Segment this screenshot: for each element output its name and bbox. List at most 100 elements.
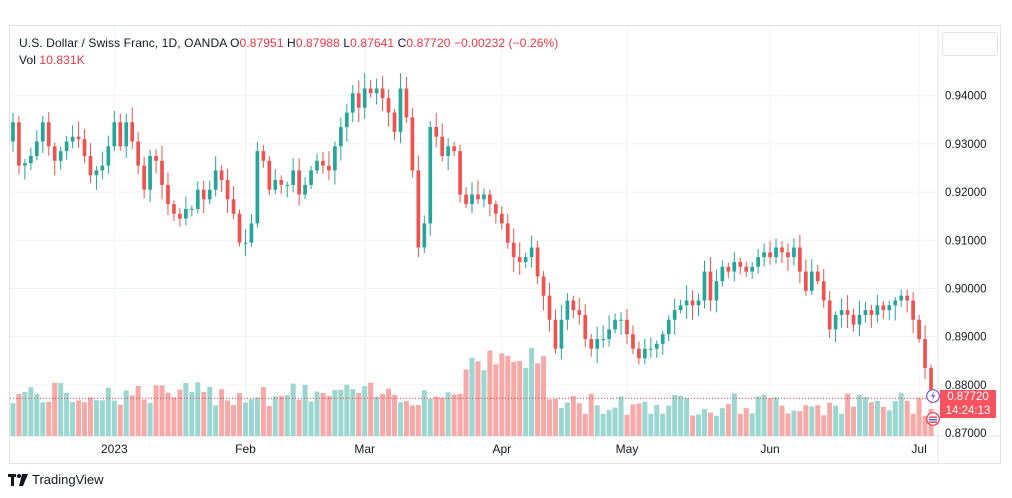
candle-body: [815, 271, 820, 282]
candle-body: [362, 88, 367, 108]
volume-bar: [445, 392, 451, 436]
candle-body: [178, 213, 182, 219]
candle-body: [511, 242, 516, 258]
volume-bar: [797, 411, 803, 436]
time-tick-label: 2023: [101, 442, 128, 456]
candle-body: [124, 122, 129, 147]
candle-body: [857, 314, 862, 325]
volume-bar: [201, 391, 207, 436]
candle-body: [881, 305, 886, 311]
candle-body: [565, 300, 570, 320]
volume-bar: [773, 397, 779, 436]
candle-body: [571, 300, 576, 311]
alert-icon[interactable]: [926, 389, 940, 403]
candle-body: [201, 189, 206, 200]
candle-body: [166, 184, 170, 205]
symbol-title[interactable]: U.S. Dollar / Swiss Franc, 1D, OANDA: [19, 36, 227, 50]
close-value: 0.87720: [406, 36, 451, 50]
volume-bar: [541, 356, 547, 436]
candle-body: [297, 170, 301, 195]
volume-bar: [237, 393, 243, 436]
brand-name[interactable]: TradingView: [32, 472, 104, 487]
open-value: 0.87951: [239, 36, 284, 50]
candle-body: [130, 122, 135, 142]
candle-body: [446, 146, 451, 156]
volume-bar: [421, 390, 427, 436]
volume-bar: [439, 397, 445, 436]
candle-body: [643, 348, 647, 359]
volume-bar: [606, 410, 612, 436]
volume-bar: [684, 397, 690, 436]
volume-bar: [165, 392, 171, 436]
volume-bar: [314, 391, 320, 436]
candle-body: [88, 155, 93, 176]
volume-bar: [10, 403, 16, 436]
tradingview-logo-icon[interactable]: [8, 473, 28, 486]
candle-body: [869, 310, 874, 315]
price-tick-label: 0.93000: [945, 139, 987, 151]
volume-bar: [82, 402, 88, 436]
volume-bar: [833, 405, 839, 436]
time-axis[interactable]: 2023 Feb Mar Apr May Jun Jul: [101, 442, 927, 456]
low-key: L: [343, 36, 351, 50]
volume-bar: [356, 392, 362, 436]
price-tick-label: 0.92000: [945, 187, 987, 199]
volume-bar: [22, 391, 28, 436]
footer: TradingView: [8, 472, 104, 487]
low-value: 0.87641: [350, 36, 395, 50]
volume-bar: [845, 393, 851, 436]
candle-body: [529, 247, 534, 258]
candle-body: [923, 339, 927, 368]
volume-bar: [803, 405, 809, 436]
candle-body: [929, 367, 933, 399]
candle-body: [470, 194, 474, 205]
price-scale-settings[interactable]: [942, 32, 998, 56]
volume-bar: [58, 383, 64, 436]
volume-bar: [600, 413, 606, 436]
candle-body: [917, 319, 921, 340]
candle-body: [666, 319, 671, 335]
candle-body: [350, 93, 355, 113]
volume-bar: [213, 405, 219, 436]
candle-body: [553, 319, 558, 349]
last-price-tag: 0.87720: [940, 390, 996, 404]
price-axis[interactable]: 0.94000 0.93000 0.92000 0.91000 0.90000 0.890…: [945, 91, 987, 440]
volume-bar: [475, 361, 481, 436]
candle-body: [23, 163, 27, 166]
flag-icon[interactable]: [926, 412, 940, 426]
volume-bar: [880, 406, 886, 436]
candle-body: [255, 151, 260, 224]
volume-bar: [588, 393, 594, 436]
price-tick-label: 0.89000: [945, 332, 987, 344]
candle-body: [410, 117, 415, 171]
candle-body: [368, 88, 373, 94]
volume-bar: [87, 397, 93, 436]
volume-bar: [892, 401, 898, 436]
volume-bar: [409, 405, 415, 436]
price-tick-label: 0.90000: [945, 283, 987, 295]
candle-body: [17, 122, 21, 166]
chart-legend: U.S. Dollar / Swiss Franc, 1D, OANDA O0.…: [19, 35, 558, 69]
volume-bar: [785, 413, 791, 436]
volume-bar: [874, 400, 880, 436]
candle-body: [398, 88, 403, 132]
volume-bar: [52, 382, 58, 436]
volume-bar: [499, 353, 505, 436]
candle-body: [333, 146, 337, 171]
volume-bar: [636, 403, 642, 436]
candle-body: [625, 319, 629, 335]
candle-body: [189, 208, 194, 210]
candle-body: [654, 343, 659, 349]
volume-bar: [827, 402, 833, 436]
candles: [11, 73, 933, 404]
volume-bar: [630, 404, 636, 436]
volume-bar: [344, 384, 350, 436]
candle-body: [249, 223, 254, 243]
volume-bar: [296, 399, 302, 436]
volume-bar: [660, 413, 666, 436]
volume-bar: [34, 394, 40, 436]
volume-bar: [779, 405, 785, 436]
volume-bar: [248, 399, 254, 436]
high-value: 0.87988: [295, 36, 340, 50]
